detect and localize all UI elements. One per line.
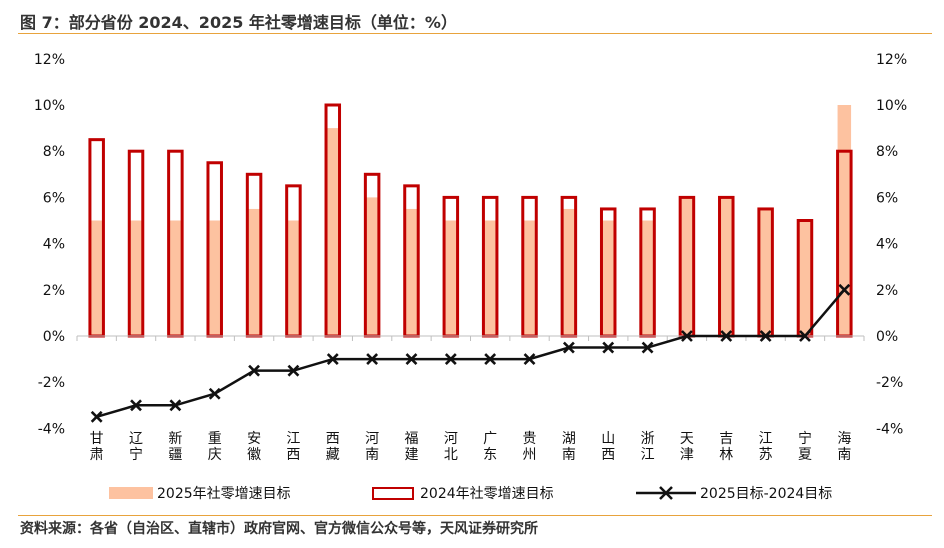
legend-item-2024: 2024年社零增速目标 [372,483,554,503]
bar-2025-7 [365,197,379,336]
bar-2025-2 [168,220,183,336]
bar-2025-17 [758,208,773,336]
y-axis-left: 12% 10% 8% 6% 4% 2% 0% -2% -4% [34,52,65,438]
bar-2025-1 [129,220,143,336]
bar-2025-16 [719,197,734,336]
x-label-11: 贵州 [523,431,537,463]
bar-2025-9 [444,220,458,336]
legend-label-diff: 2025目标-2024目标 [700,486,833,502]
bar-2025-15 [680,197,694,336]
diff-marker-16 [720,330,733,342]
bar-2025-19 [837,105,852,336]
y-tick-right-7: -2% [876,375,903,391]
series-diff-line [90,283,851,423]
x-label-17: 江苏 [759,431,773,463]
y-tick-left-3: 6% [43,190,65,206]
diff-marker-18 [799,330,811,342]
diff-marker-9 [444,353,457,366]
y-tick-right-5: 2% [876,283,898,299]
y-tick-left-6: 0% [43,329,65,345]
chart-title: 图 7：部分省份 2024、2025 年社零增速目标（单位：%） [20,13,457,32]
diff-marker-19 [838,283,851,296]
diff-marker-13 [602,341,615,354]
diff-marker-4 [248,364,260,377]
y-tick-left-7: -2% [38,375,65,391]
x-label-18: 宁夏 [798,430,812,463]
x-label-8: 福建 [404,431,418,463]
bar-2025-8 [404,208,419,336]
diff-marker-10 [484,353,497,366]
x-label-12: 湖南 [562,431,576,463]
footer-rule [18,515,932,516]
y-tick-right-8: -4% [876,421,903,437]
legend-label-2025: 2025年社零增速目标 [157,486,291,502]
diff-marker-6 [326,353,339,366]
bar-2025-14 [640,220,655,336]
diff-marker-12 [562,341,575,354]
y-tick-left-5: 2% [43,283,65,299]
y-tick-right-4: 4% [876,237,898,253]
bar-2025-18 [798,220,812,336]
y-tick-left-8: -4% [38,421,65,437]
x-label-19: 海南 [837,431,851,463]
y-tick-left-4: 4% [43,237,65,253]
y-tick-right-0: 12% [876,52,907,68]
x-label-4: 安徽 [247,431,261,463]
y-tick-right-6: 0% [876,329,898,345]
legend-label-2024: 2024年社零增速目标 [420,486,554,502]
bar-2025-5 [286,220,301,336]
y-tick-right-2: 8% [876,144,898,160]
bar-2025-3 [207,220,222,336]
y-tick-right-1: 10% [876,98,907,114]
x-label-14: 浙江 [641,431,655,463]
x-label-6: 西藏 [326,431,340,463]
diff-marker-11 [523,353,536,366]
diff-marker-2 [169,399,182,412]
x-label-3: 重庆 [208,431,222,463]
y-tick-left-0: 12% [34,52,65,68]
bar-2025-13 [601,220,615,336]
legend-item-2025: 2025年社零增速目标 [109,483,291,503]
x-label-7: 河南 [365,431,379,463]
y-tick-right-3: 6% [876,190,898,206]
x-label-13: 山西 [601,431,615,463]
legend-swatch-2024 [372,486,414,500]
diff-marker-5 [287,364,300,377]
y-tick-left-2: 8% [43,144,65,160]
y-axis-right: 12% 10% 8% 6% 4% 2% 0% -2% -4% [876,52,907,438]
bar-2025-0 [89,220,104,336]
x-label-5: 江西 [286,431,300,463]
x-label-0: 甘肃 [90,431,104,463]
x-label-10: 广东 [483,431,497,463]
diff-line-path [96,288,846,419]
x-label-15: 天津 [680,431,694,463]
x-label-16: 吉林 [719,431,733,463]
bar-2025-12 [562,208,576,336]
diff-marker-14 [641,341,654,354]
bar-2025-6 [326,128,340,336]
header-rule [18,33,932,34]
diff-marker-8 [405,353,418,366]
diff-marker-0 [90,410,103,423]
diff-marker-3 [208,387,221,400]
source-note: 资料来源：各省（自治区、直辖市）政府官网、官方微信公众号等，天风证券研究所 [20,521,538,537]
legend-swatch-2025 [109,487,153,499]
diff-marker-17 [759,330,772,342]
bar-2025-11 [522,220,537,336]
diff-marker-1 [130,399,142,412]
legend-swatch-diff [636,486,696,500]
diff-marker-7 [366,353,379,366]
x-label-2: 新疆 [168,431,182,463]
bar-2025-10 [483,220,497,336]
series-2024-bars [88,103,853,338]
legend-item-diff: 2025目标-2024目标 [636,483,832,503]
x-label-1: 辽宁 [129,431,143,463]
x-label-9: 河北 [444,431,458,463]
diff-marker-15 [681,330,693,342]
bar-2025-4 [247,208,261,336]
series-2025-bars [89,105,852,336]
y-tick-left-1: 10% [34,98,65,114]
